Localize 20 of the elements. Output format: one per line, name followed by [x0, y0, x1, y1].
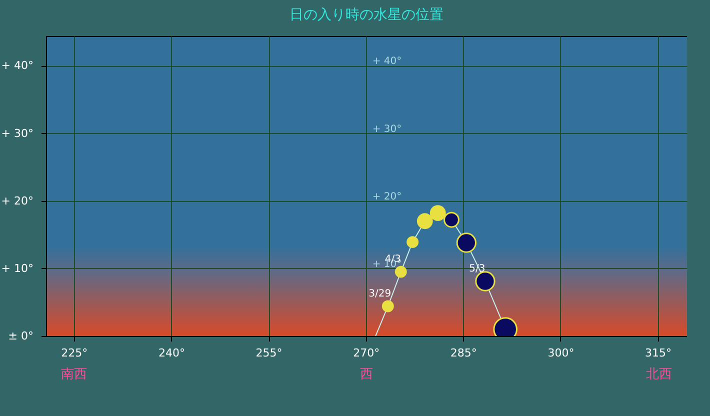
- x-tick-label: 240°: [158, 346, 185, 360]
- y-tick-label: + 30°: [1, 126, 34, 140]
- text: 南西: [61, 367, 87, 382]
- y2-tick-label: + 30°: [372, 124, 402, 135]
- x-tick-label: 285°: [450, 346, 477, 360]
- x-tick-label: 225°: [61, 346, 88, 360]
- y-tick-label: + 40°: [1, 59, 34, 72]
- x-tick-label: 315°: [645, 346, 672, 360]
- chart-title: 日の入り時の水星の位置: [290, 7, 444, 23]
- y-tick-label: ± 0°: [8, 330, 34, 342]
- y-tick-label: + 20°: [1, 194, 34, 208]
- x-tick-label: 255°: [256, 346, 282, 360]
- x-tick-label: 300°: [548, 346, 574, 360]
- annotation: 3/29: [368, 288, 392, 300]
- y2-tick-label: + 20°: [372, 191, 402, 202]
- y2-tick-label: + 40°: [372, 56, 402, 68]
- text: 西: [360, 367, 373, 382]
- x-tick-label: 270°: [353, 346, 380, 360]
- y-tick-label: + 10°: [1, 262, 34, 275]
- text: 北西: [646, 367, 672, 382]
